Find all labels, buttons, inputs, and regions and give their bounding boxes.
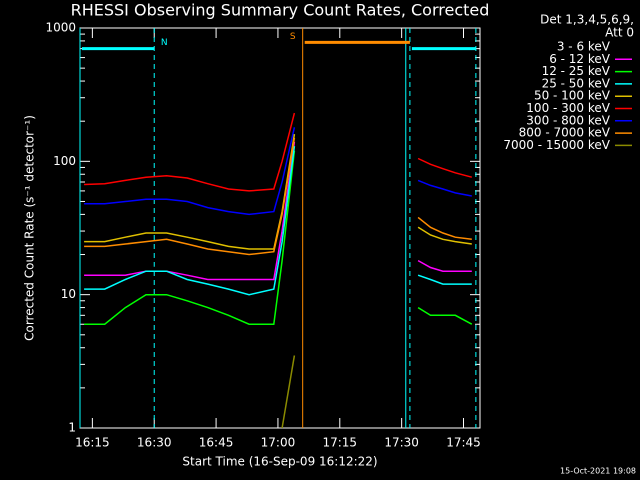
- footer: 15-Oct-2021 19:08: [560, 467, 636, 476]
- x-tick-label: 17:00: [261, 436, 296, 450]
- y-tick-label: 1000: [45, 21, 76, 35]
- series-line: [84, 146, 472, 296]
- chart-title: RHESSI Observing Summary Count Rates, Co…: [71, 1, 490, 20]
- legend-label: 25 - 50 keV: [542, 76, 611, 90]
- x-tick-label: 17:30: [384, 436, 419, 450]
- x-tick-label: 16:30: [137, 436, 172, 450]
- flag-label: S: [290, 32, 296, 42]
- legend-label: 50 - 100 keV: [534, 89, 611, 103]
- legend-label: 7000 - 15000 keV: [503, 138, 610, 152]
- series-line: [84, 137, 472, 256]
- series-line: [84, 112, 472, 192]
- series-line: [84, 150, 473, 325]
- x-tick-label: 17:45: [446, 436, 481, 450]
- flag-label: N: [161, 38, 168, 48]
- series-line: [84, 127, 472, 216]
- y-tick-label: 1: [68, 421, 76, 435]
- legend-title: Det 1,3,4,5,6,9,: [540, 13, 634, 27]
- legend-title: Att 0: [605, 26, 634, 40]
- x-axis-label: Start Time (16-Sep-09 16:12:22): [182, 455, 377, 469]
- legend-label: 6 - 12 keV: [549, 52, 611, 66]
- y-axis-label: Corrected Count Rate (s⁻¹ detector⁻¹): [23, 115, 37, 341]
- legend-label: 800 - 7000 keV: [519, 126, 611, 140]
- legend-label: 100 - 300 keV: [526, 101, 610, 115]
- series-line: [84, 141, 472, 281]
- legend-label: 300 - 800 keV: [526, 113, 610, 127]
- y-tick-label: 100: [53, 154, 76, 168]
- legend-label: 12 - 25 keV: [542, 64, 611, 78]
- legend-label: 3 - 6 keV: [557, 40, 611, 54]
- series-line: [281, 355, 296, 429]
- x-tick-label: 16:15: [75, 436, 110, 450]
- y-tick-label: 10: [61, 287, 76, 301]
- x-tick-label: 17:15: [322, 436, 357, 450]
- x-tick-label: 16:45: [199, 436, 234, 450]
